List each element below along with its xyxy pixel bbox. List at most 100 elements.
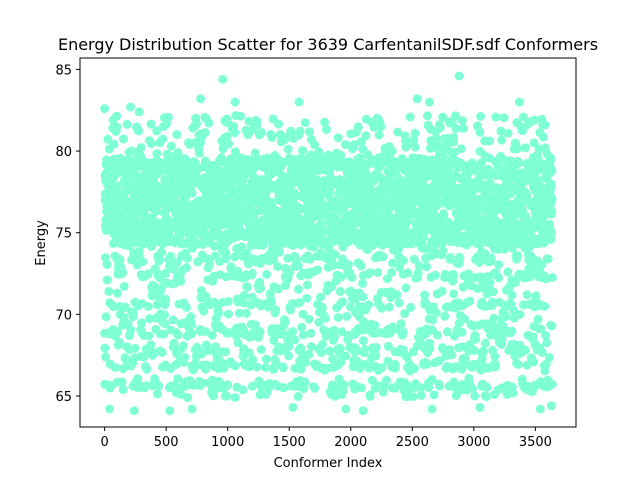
data-point <box>392 290 402 300</box>
data-point <box>256 283 266 293</box>
y-axis: 65 70 75 80 85 <box>55 63 80 405</box>
data-point <box>130 343 140 353</box>
data-point <box>546 401 556 411</box>
data-point <box>273 284 283 294</box>
data-point <box>507 326 517 336</box>
data-point <box>144 331 154 341</box>
data-point <box>491 360 500 369</box>
data-point <box>159 329 169 339</box>
data-point <box>360 345 370 354</box>
data-point <box>485 278 495 288</box>
data-point <box>126 325 136 335</box>
data-point <box>465 296 475 306</box>
data-point <box>470 391 480 401</box>
data-point <box>256 345 266 354</box>
data-point <box>165 406 175 416</box>
data-point <box>234 308 244 318</box>
data-point <box>422 111 432 121</box>
data-point <box>383 341 393 351</box>
data-point <box>129 406 139 416</box>
data-point <box>320 313 330 323</box>
data-point <box>490 352 500 361</box>
data-point <box>431 308 441 318</box>
data-point <box>447 350 457 360</box>
data-point <box>445 253 455 262</box>
data-point <box>366 184 376 194</box>
data-point <box>448 272 458 282</box>
data-point <box>478 348 488 358</box>
data-point <box>539 212 549 222</box>
data-point <box>152 126 162 136</box>
data-point <box>460 353 470 363</box>
data-point <box>124 241 134 251</box>
data-point <box>494 273 504 283</box>
data-point <box>325 346 335 356</box>
data-point <box>513 144 522 154</box>
data-point <box>402 352 412 362</box>
data-point <box>262 269 272 279</box>
data-point <box>153 389 162 399</box>
data-point <box>138 257 148 267</box>
data-point <box>317 348 326 358</box>
data-point <box>488 287 498 297</box>
data-point <box>358 144 368 154</box>
data-point <box>108 115 118 125</box>
data-point <box>513 251 523 261</box>
data-point <box>173 374 183 384</box>
data-point <box>358 336 368 346</box>
data-point <box>294 97 304 107</box>
data-point <box>118 268 128 278</box>
data-point <box>533 314 543 324</box>
data-point <box>126 102 135 112</box>
data-point <box>430 270 440 280</box>
data-point <box>518 126 527 136</box>
data-point <box>356 261 366 271</box>
data-point <box>182 253 192 263</box>
data-point <box>134 107 144 117</box>
chart-title: Energy Distribution Scatter for 3639 Car… <box>58 35 598 54</box>
data-point <box>117 377 127 387</box>
y-axis-title: Energy <box>34 220 49 266</box>
data-point <box>541 330 551 340</box>
data-point <box>210 241 219 251</box>
data-point <box>403 268 413 278</box>
data-point <box>535 404 545 414</box>
data-point <box>180 352 190 362</box>
data-point <box>477 158 486 168</box>
data-point <box>236 197 245 207</box>
data-point <box>521 143 530 153</box>
data-point <box>160 310 170 320</box>
data-point <box>515 310 525 319</box>
data-point <box>475 402 485 412</box>
data-point <box>202 360 212 370</box>
data-point <box>295 126 305 136</box>
data-point <box>146 119 156 129</box>
data-point <box>266 297 276 307</box>
data-point <box>487 297 497 307</box>
data-point <box>508 305 518 315</box>
data-point <box>409 135 419 145</box>
data-point <box>358 278 368 288</box>
data-point <box>393 127 403 137</box>
data-point <box>205 259 215 269</box>
x-tick-label: 3000 <box>457 435 490 450</box>
data-point <box>460 314 469 324</box>
data-point <box>309 242 319 252</box>
data-point <box>187 320 196 330</box>
data-point <box>284 341 294 351</box>
data-point <box>199 306 209 316</box>
data-point <box>306 328 316 338</box>
data-point <box>501 311 511 321</box>
data-point <box>154 381 164 391</box>
data-point <box>192 119 202 129</box>
data-point <box>405 112 415 122</box>
data-point <box>434 356 444 366</box>
data-point <box>547 195 557 205</box>
data-point <box>536 324 546 334</box>
data-point <box>103 134 113 144</box>
data-point <box>306 342 316 351</box>
data-point <box>338 297 347 307</box>
x-tick-label: 1000 <box>211 435 244 450</box>
data-point <box>329 333 339 342</box>
